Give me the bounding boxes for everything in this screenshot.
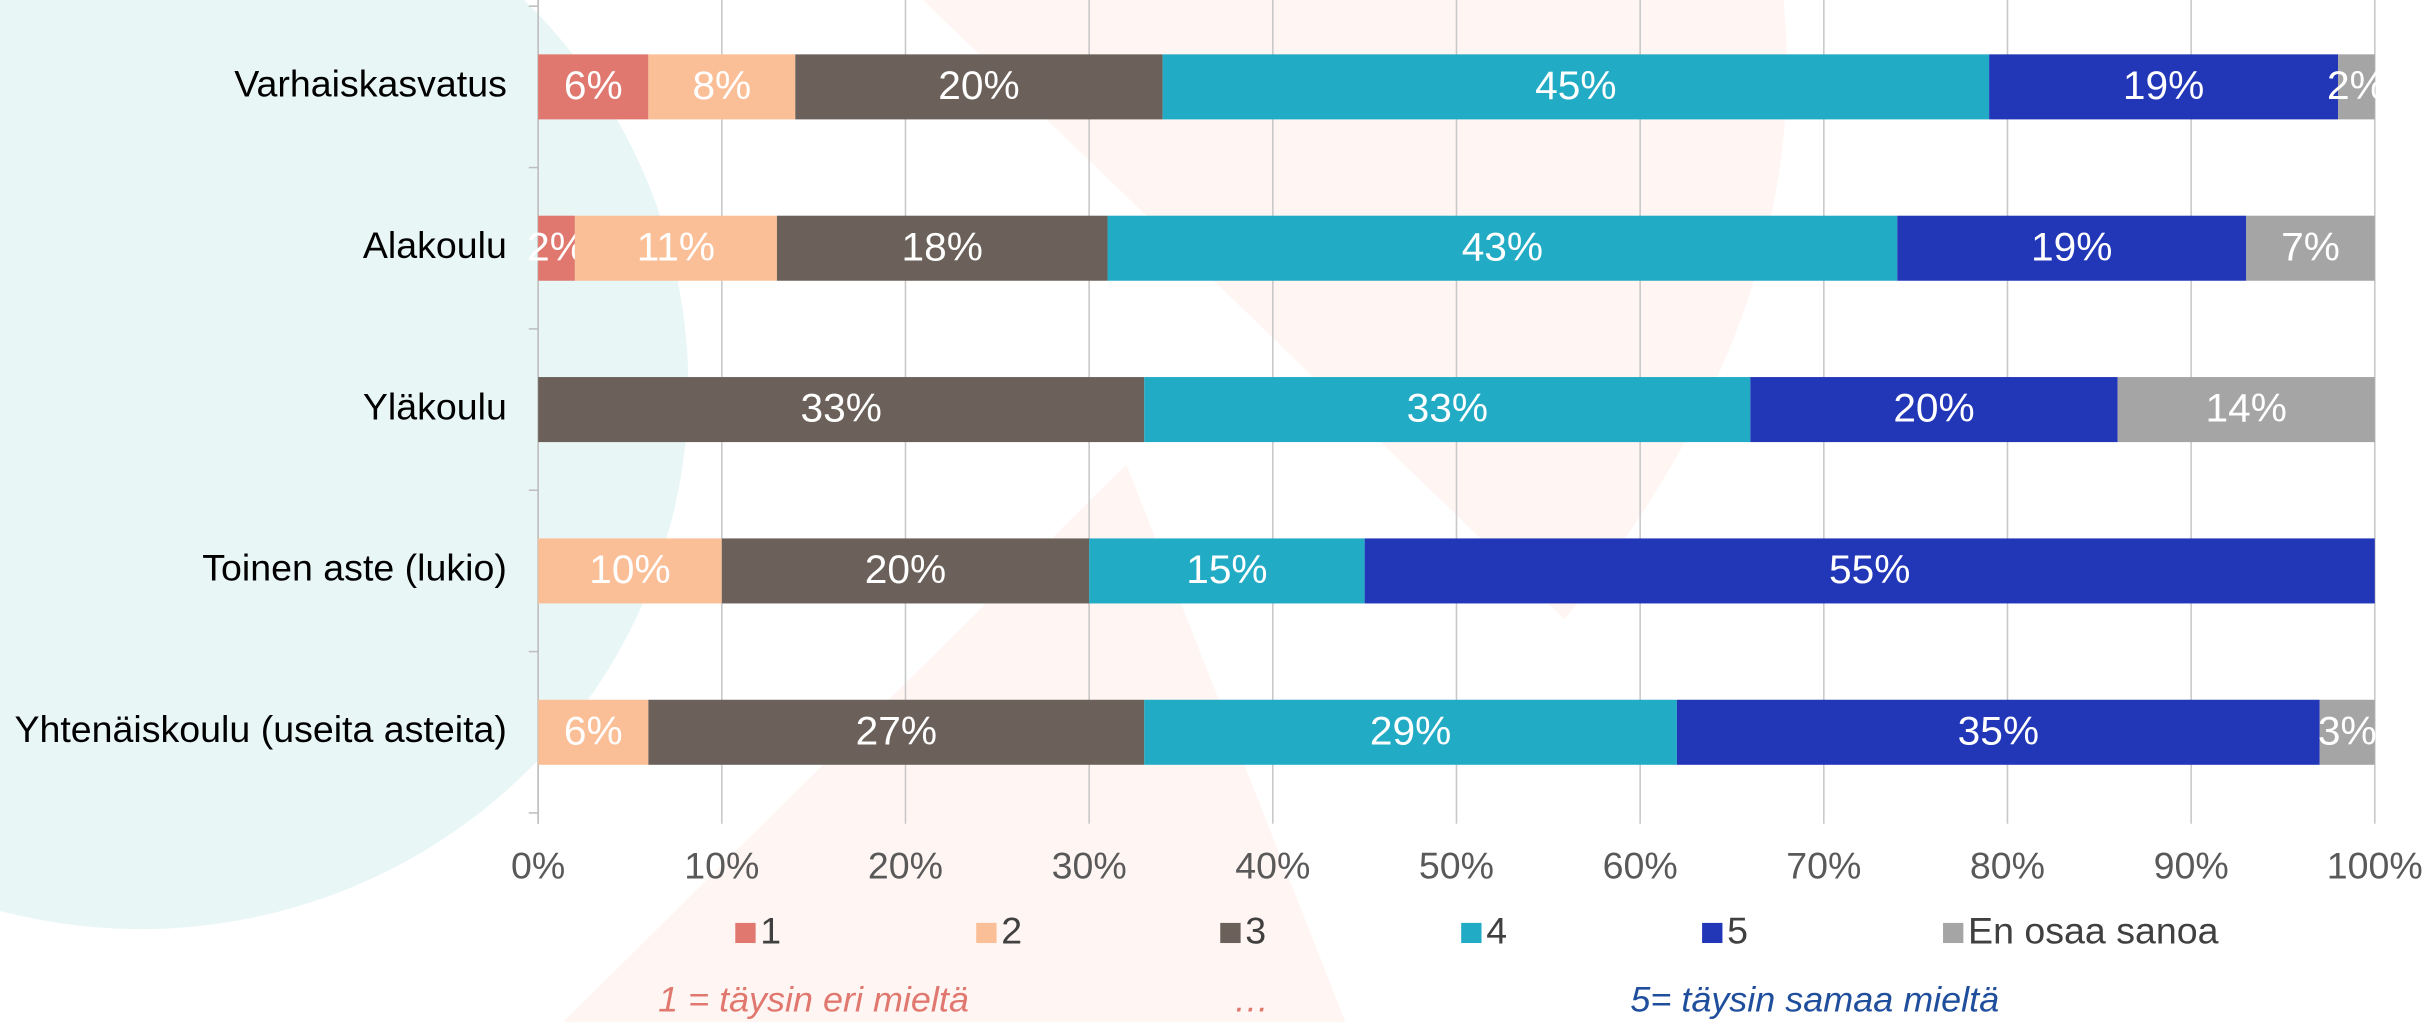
data-label: 10% bbox=[589, 546, 670, 592]
bar-segment bbox=[1364, 538, 2375, 604]
category-label: Yläkoulu bbox=[363, 386, 507, 428]
background-circle bbox=[0, 0, 689, 929]
bar-segment bbox=[538, 54, 649, 120]
data-label: 7% bbox=[2281, 224, 2340, 270]
bar-segment bbox=[648, 699, 1145, 765]
bar-segment bbox=[538, 215, 575, 281]
bar-segment bbox=[1897, 215, 2247, 281]
bar-segment bbox=[795, 54, 1163, 120]
legend-label: 5 bbox=[1727, 910, 1748, 952]
legend-label: En osaa sanoa bbox=[1968, 910, 2219, 952]
category-label: Yhtenäiskoulu (useita asteita) bbox=[14, 708, 506, 750]
data-label: 18% bbox=[902, 224, 983, 270]
x-tick-label: 60% bbox=[1603, 845, 1678, 887]
data-label: 27% bbox=[856, 708, 937, 754]
bar-segment bbox=[1676, 699, 2320, 765]
x-tick-label: 10% bbox=[684, 845, 759, 887]
legend-label: 2 bbox=[1001, 910, 1022, 952]
bar-segment bbox=[538, 699, 649, 765]
data-label: 6% bbox=[564, 708, 623, 754]
bar-segment bbox=[648, 54, 796, 120]
bar-segment bbox=[2246, 215, 2375, 281]
data-label: 33% bbox=[801, 385, 882, 431]
data-label: 8% bbox=[692, 62, 751, 108]
x-tick-label: 0% bbox=[511, 845, 565, 887]
x-tick-label: 90% bbox=[2154, 845, 2229, 887]
data-label: 55% bbox=[1829, 546, 1910, 592]
bar-segment bbox=[538, 538, 722, 604]
bar-segment bbox=[1989, 54, 2339, 120]
data-label: 6% bbox=[564, 62, 623, 108]
bar-segment bbox=[1162, 54, 1990, 120]
annotation: 5= täysin samaa mieltä bbox=[1630, 979, 1999, 1019]
data-label: 29% bbox=[1370, 708, 1451, 754]
legend-label: 4 bbox=[1486, 910, 1507, 952]
legend-swatch bbox=[735, 922, 756, 944]
data-label: 20% bbox=[938, 62, 1019, 108]
bar-segment bbox=[538, 377, 1145, 443]
legend-swatch bbox=[1702, 922, 1723, 944]
x-tick-label: 40% bbox=[1235, 845, 1310, 887]
bar-segment bbox=[1144, 377, 1751, 443]
category-label: Toinen aste (lukio) bbox=[202, 547, 507, 589]
bar-segment bbox=[574, 215, 777, 281]
bar-segment bbox=[1107, 215, 1898, 281]
data-label: 33% bbox=[1407, 385, 1488, 431]
background-shape bbox=[923, 0, 1787, 620]
legend-swatch bbox=[1943, 922, 1964, 944]
category-label: Varhaiskasvatus bbox=[234, 63, 507, 105]
category-label: Alakoulu bbox=[363, 224, 507, 266]
x-tick-label: 80% bbox=[1970, 845, 2045, 887]
x-tick-label: 50% bbox=[1419, 845, 1494, 887]
bar-segment bbox=[1750, 377, 2118, 443]
legend-swatch bbox=[976, 922, 997, 944]
data-label: 19% bbox=[2123, 62, 2204, 108]
legend-label: 1 bbox=[760, 910, 781, 952]
bar-segment bbox=[776, 215, 1108, 281]
bar-segment bbox=[721, 538, 1090, 604]
annotation: 1 = täysin eri mieltä bbox=[658, 979, 969, 1019]
bar-segment bbox=[2117, 377, 2375, 443]
bar-segment bbox=[1144, 699, 1677, 765]
bar-segment bbox=[2338, 54, 2375, 120]
bar-segment bbox=[1089, 538, 1365, 604]
x-tick-label: 30% bbox=[1052, 845, 1127, 887]
x-tick-label: 100% bbox=[2327, 845, 2423, 887]
data-label: 15% bbox=[1186, 546, 1267, 592]
data-label: 14% bbox=[2206, 385, 2287, 431]
data-label: 43% bbox=[1462, 224, 1543, 270]
data-label: 20% bbox=[865, 546, 946, 592]
bar-segment bbox=[2319, 699, 2375, 765]
legend-label: 3 bbox=[1245, 910, 1266, 952]
legend-swatch bbox=[1461, 922, 1482, 944]
data-label: 11% bbox=[637, 224, 715, 270]
data-label: 20% bbox=[1893, 385, 1974, 431]
annotation: … bbox=[1234, 979, 1270, 1019]
legend-swatch bbox=[1220, 922, 1241, 944]
data-label: 45% bbox=[1535, 62, 1616, 108]
data-label: 19% bbox=[2031, 224, 2112, 270]
x-tick-label: 70% bbox=[1786, 845, 1861, 887]
data-label: 35% bbox=[1958, 708, 2039, 754]
data-label: 2% bbox=[2327, 62, 2386, 108]
data-label: 3% bbox=[2318, 708, 2377, 754]
x-tick-label: 20% bbox=[868, 845, 943, 887]
